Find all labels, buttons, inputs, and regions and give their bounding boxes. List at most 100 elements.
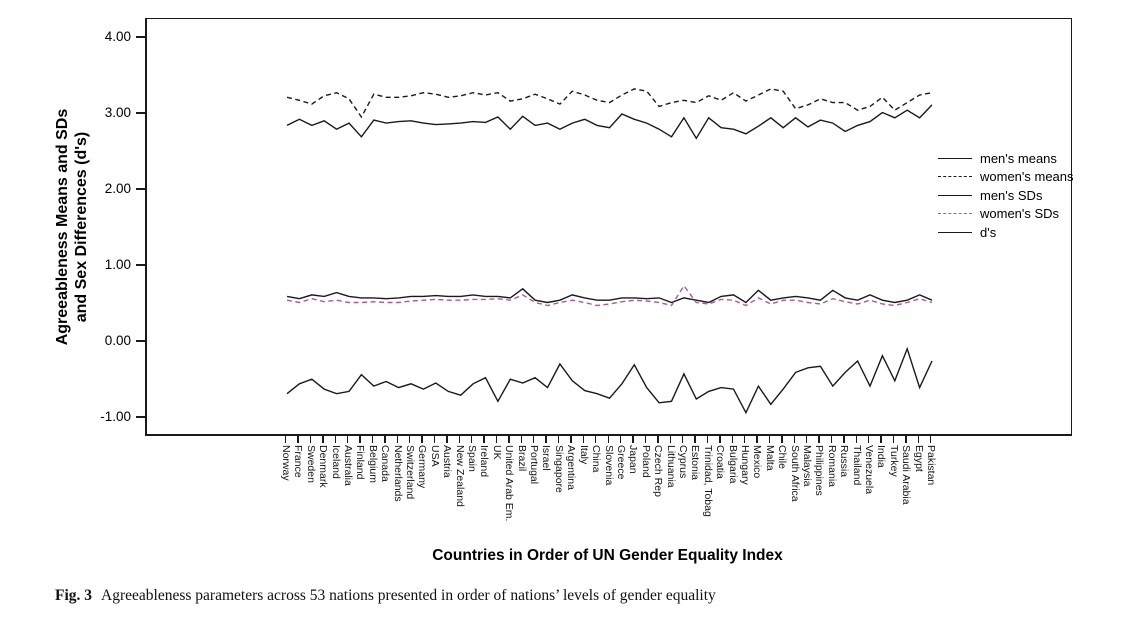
- x-tick-label-country: Singapore: [552, 445, 565, 493]
- x-tick: [433, 436, 436, 443]
- x-tick: [371, 436, 374, 443]
- x-tick-label-country: New Zealand: [453, 445, 466, 507]
- x-tick: [743, 436, 746, 443]
- x-tick-label-country: Chile: [776, 445, 789, 469]
- y-tick: [136, 36, 145, 38]
- legend-line-sample-dashed: [938, 213, 972, 215]
- x-tick: [731, 436, 733, 443]
- x-tick-label-country: Belgium: [366, 445, 379, 483]
- x-tick: [892, 436, 895, 443]
- x-tick-label-country: Poland: [639, 445, 652, 478]
- x-tick-label-country: Netherlands: [391, 445, 404, 502]
- x-tick: [446, 436, 448, 443]
- x-tick-label-country: Egypt: [912, 445, 925, 472]
- x-tick: [917, 436, 919, 443]
- x-tick: [930, 436, 932, 443]
- x-tick: [805, 436, 808, 443]
- x-tick: [681, 436, 684, 443]
- y-axis-label-line2: and Sex Differences (d's): [73, 131, 90, 323]
- series-line-men-s-SDs: [286, 287, 933, 304]
- x-tick: [495, 436, 498, 443]
- x-tick-label-country: Norway: [280, 445, 292, 481]
- legend-item: men's SDs: [938, 186, 1074, 205]
- x-tick: [719, 436, 721, 443]
- x-tick-label-country: Croatia: [714, 445, 727, 479]
- y-tick: [136, 112, 145, 114]
- x-tick: [595, 436, 597, 443]
- x-axis-title: Countries in Order of UN Gender Equality…: [432, 547, 783, 564]
- x-tick-label-country: United Arab Em.: [503, 445, 516, 522]
- legend-item: d's: [938, 223, 1074, 242]
- x-tick: [880, 436, 882, 443]
- x-tick-label-country: Hungary: [738, 445, 751, 485]
- legend-line-sample-solid: [938, 157, 972, 159]
- x-tick-label-country: Slovenia: [602, 445, 615, 486]
- x-tick-label-country: Brazil: [515, 445, 528, 472]
- figure-caption: Fig. 3 Agreeableness parameters across 53…: [55, 587, 1075, 605]
- x-tick-label-country: Germany: [416, 445, 429, 489]
- x-tick: [669, 436, 671, 443]
- x-tick-label-country: Italy: [577, 445, 590, 465]
- x-tick-label-country: Turkey: [887, 445, 900, 477]
- x-tick: [657, 436, 659, 443]
- x-tick-label-country: Venezuela: [862, 445, 875, 495]
- x-tick-label-country: Philippines: [813, 445, 826, 496]
- y-axis-label-line1: Agreeableness Means and SDs: [54, 108, 71, 346]
- legend-line-sample-dashed: [938, 176, 972, 178]
- x-tick-label-country: Czech Rep: [652, 445, 665, 497]
- data-series-lines: [286, 88, 933, 415]
- x-tick-label-country: Argentina: [565, 445, 578, 490]
- series-line-men-s-means: [286, 104, 933, 140]
- x-tick-label-country: India: [875, 445, 888, 468]
- x-tick: [471, 436, 473, 443]
- x-tick: [285, 436, 287, 443]
- x-tick: [483, 436, 485, 443]
- x-tick-label-country: Thailand: [850, 445, 863, 486]
- x-tick: [533, 436, 535, 443]
- series-line-women-s-means: [286, 88, 933, 119]
- x-tick: [694, 436, 696, 443]
- y-tick-label: 1.00: [104, 257, 131, 272]
- x-tick-label-country: Japan: [627, 445, 640, 474]
- x-tick: [781, 436, 783, 443]
- x-tick: [409, 436, 411, 443]
- y-tick-label: 0.00: [104, 333, 131, 348]
- x-tick-label-country: Bulgaria: [726, 445, 739, 484]
- x-tick: [756, 436, 758, 443]
- x-tick-label-country: Mexico: [751, 445, 764, 479]
- x-tick: [706, 436, 709, 443]
- plot-area: [145, 18, 1072, 436]
- x-tick: [867, 436, 870, 443]
- x-tick-label-country: China: [590, 445, 603, 473]
- y-tick-label: 4.00: [104, 29, 131, 44]
- x-tick-label-country: Lithuania: [664, 445, 677, 488]
- x-tick: [520, 436, 523, 443]
- x-tick: [607, 436, 609, 443]
- x-tick-label-country: Ireland: [478, 445, 491, 478]
- x-tick-label-country: Estonia: [689, 445, 702, 481]
- legend-item: women's means: [938, 168, 1074, 187]
- x-tick: [545, 436, 547, 443]
- x-tick-label-country: Cyprus: [676, 445, 689, 479]
- x-tick: [396, 436, 399, 443]
- x-tick: [359, 436, 361, 443]
- x-tick-label-country: Israel: [540, 445, 553, 471]
- series-line-d-s: [286, 346, 933, 415]
- y-tick: [136, 340, 145, 342]
- y-axis-label: Agreeableness Means and SDs and Sex Diff…: [53, 87, 91, 367]
- x-tick: [384, 436, 386, 443]
- figure-caption-text: Agreeableness parameters across 53 natio…: [101, 587, 716, 604]
- x-tick: [309, 436, 312, 443]
- x-tick: [768, 436, 771, 443]
- legend-label: d's: [980, 224, 997, 240]
- legend-line-sample-solid: [938, 194, 972, 196]
- x-tick: [347, 436, 349, 443]
- y-tick-label: 3.00: [104, 105, 131, 120]
- x-tick-label-country: Saudi Arabia: [900, 445, 913, 505]
- x-tick-label-country: Romania: [825, 445, 838, 488]
- x-tick-label-country: UK: [490, 445, 503, 460]
- legend-label: men's SDs: [980, 187, 1043, 203]
- x-tick-label-country: Switzerland: [404, 445, 417, 500]
- x-tick-label-country: Australia: [342, 445, 355, 486]
- x-tick: [557, 436, 560, 443]
